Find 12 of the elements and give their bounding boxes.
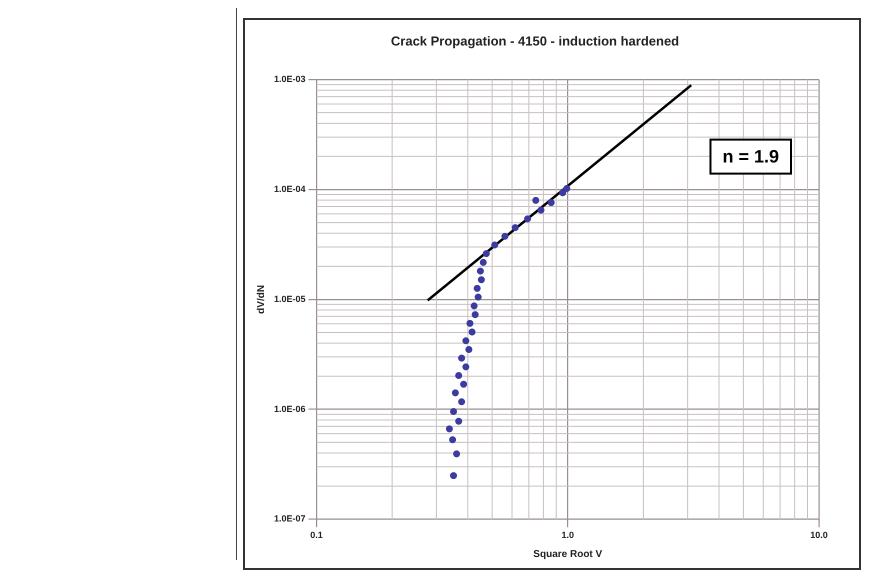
x-axis-title: Square Root V (533, 548, 603, 560)
x-tick-label: 1.0 (562, 530, 574, 540)
y-tick-label: 1.0E-06 (274, 404, 306, 414)
y-tick-label: 1.0E-05 (274, 294, 306, 304)
y-axis-title: dV/dN (256, 284, 267, 314)
x-tick-label: 0.1 (310, 530, 323, 540)
y-tick-label: 1.0E-07 (274, 514, 306, 524)
chart-title: Crack Propagation - 4150 - induction hardened (390, 33, 680, 48)
annotation: n = 1.9 (722, 146, 779, 167)
x-tick-label: 10.0 (810, 530, 828, 540)
y-tick-label: 1.0E-03 (274, 74, 306, 84)
y-tick-label: 1.0E-04 (274, 184, 306, 194)
